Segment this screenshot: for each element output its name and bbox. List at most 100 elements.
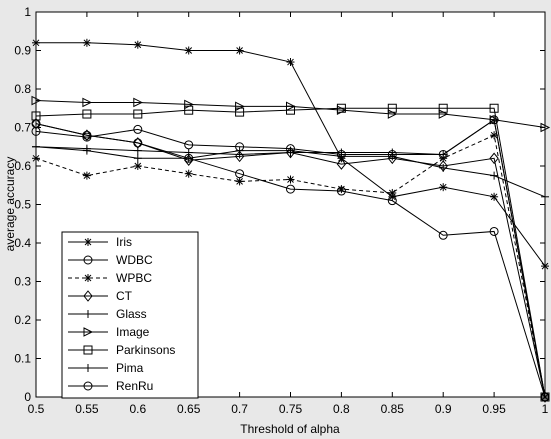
legend-item-glass: Glass: [68, 307, 147, 321]
y-tick-label: 0.8: [14, 82, 31, 96]
data-point-renru: [489, 115, 499, 125]
data-point-parkinsons: [184, 105, 194, 115]
legend-label: RenRu: [116, 379, 153, 393]
x-tick-label: 0.7: [231, 402, 248, 416]
legend-marker-ct: [83, 290, 93, 302]
data-point-iris: [439, 183, 448, 192]
series-line-renru: [35, 118, 546, 398]
x-tick-label: 1: [542, 402, 549, 416]
data-point-pima: [337, 152, 346, 161]
y-tick-label: 1: [24, 5, 31, 19]
x-tick-label: 0.9: [435, 402, 452, 416]
y-tick-label: 0.4: [14, 236, 31, 250]
legend-label: WPBC: [116, 271, 152, 285]
data-point-renru: [438, 149, 448, 159]
y-tick-label: 0.6: [14, 159, 31, 173]
data-point-pima: [490, 171, 499, 180]
y-tick-label: 0.7: [14, 121, 31, 135]
x-tick-label: 0.95: [482, 402, 506, 416]
data-point-pima: [388, 152, 397, 161]
data-point-wpbc: [82, 171, 91, 180]
legend-label: Iris: [116, 235, 132, 249]
tick-layer: 0.5 0.55 0.6 0.65 0.7 0.75 0.8 0.85 0.9 0.95 1 0 0.1…: [14, 5, 548, 416]
y-tick-label: 0.3: [14, 275, 31, 289]
legend-marker-parkinsons: [83, 345, 93, 355]
data-point-wpbc: [184, 169, 193, 178]
x-tick-label: 0.6: [129, 402, 146, 416]
data-point-wpbc: [337, 185, 346, 194]
legend-marker-pima: [84, 364, 92, 372]
data-point-wpbc: [133, 162, 142, 170]
y-tick-label: 0.2: [14, 313, 31, 327]
legend-item-pima: Pima: [68, 361, 144, 375]
data-point-renru: [387, 149, 397, 159]
legend-item-wpbc: WPBC: [68, 271, 152, 285]
x-tick-label: 0.55: [75, 402, 99, 416]
data-point-image: [82, 97, 93, 108]
legend-label: Pima: [116, 361, 144, 375]
x-tick-label: 0.5: [28, 402, 45, 416]
data-point-renru: [336, 149, 346, 159]
y-tick-label: 0: [24, 390, 31, 404]
series-wpbc: [32, 131, 549, 401]
legend-marker-renru: [83, 381, 93, 391]
legend-item-wdbc: WDBC: [68, 253, 153, 267]
legend-item-parkinsons: Parkinsons: [68, 343, 175, 357]
legend-item-renru: RenRu: [68, 379, 153, 393]
data-point-pima: [82, 146, 91, 155]
data-point-renru: [133, 124, 143, 134]
legend-label: Parkinsons: [116, 343, 175, 357]
y-tick-label: 0.5: [14, 198, 31, 212]
data-point-renru: [286, 144, 295, 154]
data-point-wpbc: [388, 188, 397, 197]
data-point-ct: [336, 158, 347, 170]
data-point-parkinsons: [489, 103, 499, 113]
x-axis-label: Threshold of alpha: [240, 422, 340, 436]
legend-marker-wdbc: [83, 255, 93, 265]
data-point-iris: [184, 46, 193, 55]
data-point-renru: [235, 142, 245, 152]
x-tick-label: 0.85: [381, 402, 405, 416]
data-point-parkinsons: [133, 109, 143, 119]
data-point-iris: [82, 38, 91, 47]
data-point-wdbc: [438, 230, 448, 240]
series-pima: [32, 142, 549, 201]
data-point-pima: [133, 154, 142, 163]
data-point-pima: [286, 146, 295, 155]
data-point-parkinsons: [235, 107, 245, 117]
x-tick-label: 0.65: [177, 402, 201, 416]
data-point-renru: [184, 140, 194, 150]
data-point-iris: [133, 40, 142, 49]
y-axis-label: average accuracy: [3, 157, 17, 252]
data-point-pima: [439, 163, 448, 172]
legend: Iris WDBC WPBC CT Glass Image Parkinsons Pima Re…: [61, 231, 199, 399]
x-tick-label: 0.8: [333, 402, 350, 416]
data-point-glass: [133, 146, 142, 155]
data-point-iris: [286, 58, 295, 67]
series-line-parkinsons: [35, 107, 546, 398]
data-point-ct: [540, 391, 550, 403]
legend-item-ct: CT: [68, 289, 133, 303]
legend-label: CT: [116, 289, 133, 303]
data-point-renru: [82, 132, 92, 142]
legend-item-image: Image: [68, 325, 150, 339]
x-tick-label: 0.75: [279, 402, 303, 416]
y-tick-label: 0.1: [14, 352, 31, 366]
data-point-pima: [184, 154, 193, 163]
legend-label: WDBC: [116, 253, 153, 267]
legend-marker-iris: [84, 238, 92, 246]
data-point-image: [133, 97, 143, 108]
data-point-wpbc: [286, 175, 295, 184]
series-layer: [31, 38, 551, 403]
legend-marker-image: [83, 327, 94, 337]
legend-item-iris: Iris: [68, 235, 132, 249]
legend-marker-wpbc: [84, 274, 92, 282]
data-point-wdbc: [489, 226, 499, 236]
data-point-iris: [235, 46, 244, 55]
data-point-iris: [490, 192, 499, 201]
data-point-parkinsons: [387, 103, 397, 113]
data-point-wdbc: [286, 184, 295, 194]
data-point-parkinsons: [82, 109, 92, 119]
data-point-parkinsons: [438, 103, 448, 113]
